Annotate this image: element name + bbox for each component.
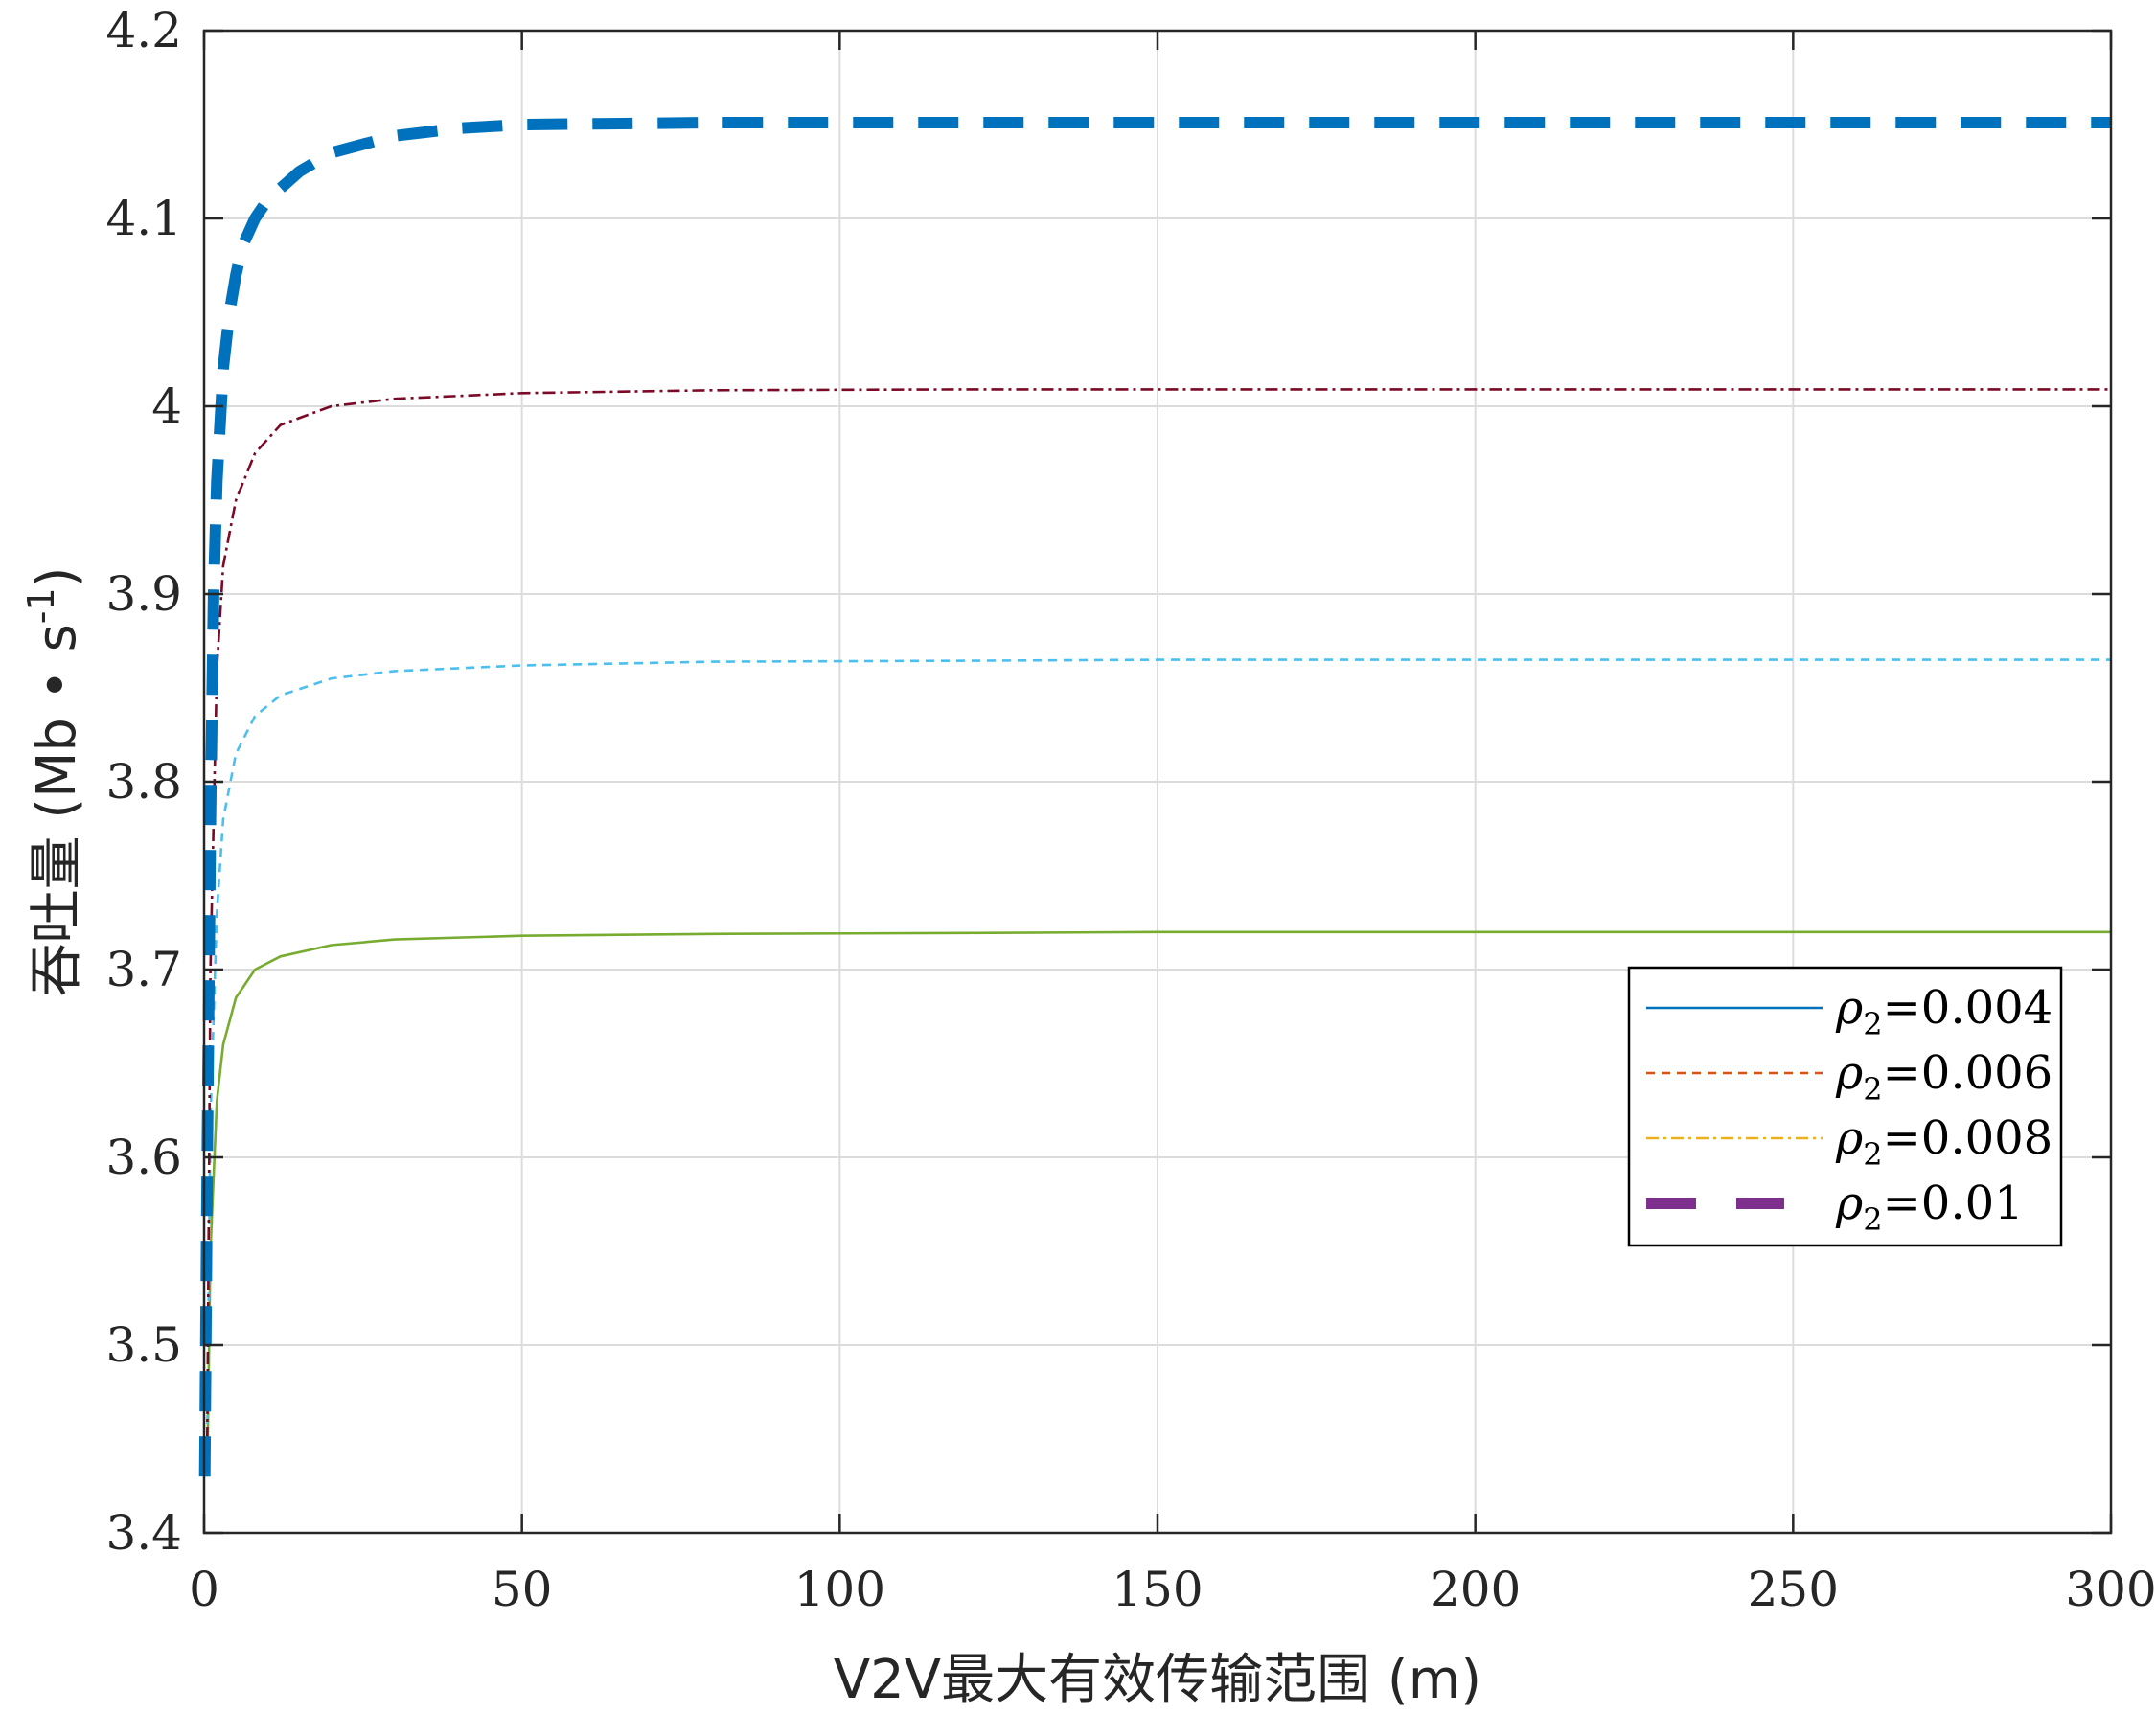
x-tick-label: 250: [1748, 1562, 1839, 1617]
legend-box: [1627, 966, 2063, 1247]
y-tick-label: 3.5: [105, 1317, 182, 1373]
x-tick-label: 150: [1112, 1562, 1203, 1617]
x-tick-label: 100: [794, 1562, 885, 1617]
legend-label: ρ2=0.006: [1835, 1046, 2053, 1108]
tick-marks: [202, 29, 2113, 1535]
y-tick-label: 3.6: [105, 1130, 182, 1185]
y-axis-label-sup: -1: [20, 587, 62, 624]
y-axis-label: 吞吐量 (Mb • s-1): [20, 566, 88, 996]
series-line-1: [206, 930, 2111, 1477]
y-tick-label: 4.2: [105, 3, 182, 58]
y-tick-label: 3.9: [105, 566, 182, 622]
x-tick-label: 300: [2065, 1562, 2156, 1617]
y-tick-label: 4.1: [105, 191, 182, 246]
grid-lines: [203, 30, 2112, 1534]
x-tick-label: 0: [189, 1562, 219, 1617]
legend-label: ρ2=0.01: [1835, 1177, 2024, 1238]
series-line-2: [206, 658, 2111, 1440]
y-tick-label: 4: [151, 378, 182, 434]
x-axis-label: V2V最大有效传输范围 (m): [834, 1649, 1481, 1711]
legend-label: ρ2=0.004: [1835, 981, 2053, 1042]
y-axis-label-main: 吞吐量 (Mb • s: [26, 624, 88, 996]
y-tick-label: 3.7: [105, 942, 182, 997]
x-tick-label: 200: [1430, 1562, 1521, 1617]
y-axis-label-close: ): [26, 566, 88, 587]
x-tick-labels: 0 50 100 150 200 250 300: [189, 1562, 2156, 1617]
y-tick-label: 3.8: [105, 754, 182, 810]
x-tick-label: 50: [492, 1562, 553, 1617]
series-line-3: [206, 388, 2111, 1440]
y-tick-labels: 3.4 3.5 3.6 3.7 3.8 3.9 4 4.1 4.2: [105, 3, 182, 1561]
legend-label: ρ2=0.008: [1835, 1111, 2053, 1173]
y-tick-label: 3.4: [105, 1505, 182, 1561]
